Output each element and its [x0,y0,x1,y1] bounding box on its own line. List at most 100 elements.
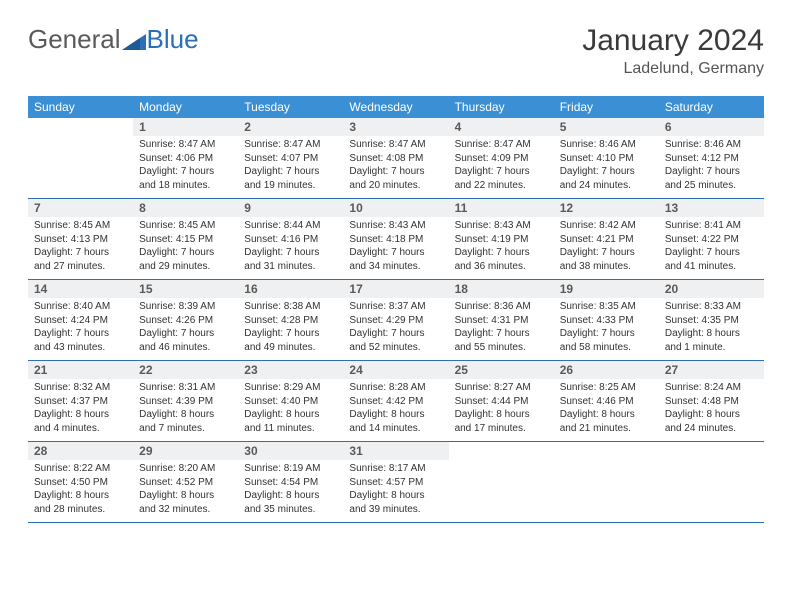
daylight-text: Daylight: 8 hours and 39 minutes. [349,489,442,516]
sunset-text: Sunset: 4:48 PM [665,395,758,409]
calendar-cell: . [28,118,133,198]
sunset-text: Sunset: 4:24 PM [34,314,127,328]
daylight-text: Daylight: 8 hours and 21 minutes. [560,408,653,435]
calendar: Sunday Monday Tuesday Wednesday Thursday… [28,96,764,523]
sunrise-text: Sunrise: 8:17 AM [349,462,442,476]
daylight-text: Daylight: 8 hours and 11 minutes. [244,408,337,435]
calendar-cell: 26Sunrise: 8:25 AMSunset: 4:46 PMDayligh… [554,361,659,441]
calendar-cell: 23Sunrise: 8:29 AMSunset: 4:40 PMDayligh… [238,361,343,441]
calendar-cell: 31Sunrise: 8:17 AMSunset: 4:57 PMDayligh… [343,442,448,522]
sunrise-text: Sunrise: 8:28 AM [349,381,442,395]
daylight-text: Daylight: 8 hours and 24 minutes. [665,408,758,435]
day-number: 24 [343,361,448,379]
day-header-friday: Friday [554,96,659,118]
sunset-text: Sunset: 4:39 PM [139,395,232,409]
cell-body: Sunrise: 8:46 AMSunset: 4:10 PMDaylight:… [554,136,659,198]
calendar-cell: 30Sunrise: 8:19 AMSunset: 4:54 PMDayligh… [238,442,343,522]
sunrise-text: Sunrise: 8:27 AM [455,381,548,395]
daylight-text: Daylight: 7 hours and 24 minutes. [560,165,653,192]
cell-body: Sunrise: 8:29 AMSunset: 4:40 PMDaylight:… [238,379,343,441]
week-row: 21Sunrise: 8:32 AMSunset: 4:37 PMDayligh… [28,361,764,442]
day-number: 30 [238,442,343,460]
cell-body: Sunrise: 8:17 AMSunset: 4:57 PMDaylight:… [343,460,448,522]
day-number: 13 [659,199,764,217]
cell-body: Sunrise: 8:47 AMSunset: 4:06 PMDaylight:… [133,136,238,198]
calendar-cell: 4Sunrise: 8:47 AMSunset: 4:09 PMDaylight… [449,118,554,198]
daylight-text: Daylight: 8 hours and 17 minutes. [455,408,548,435]
week-row: 28Sunrise: 8:22 AMSunset: 4:50 PMDayligh… [28,442,764,523]
calendar-cell: 19Sunrise: 8:35 AMSunset: 4:33 PMDayligh… [554,280,659,360]
cell-body: Sunrise: 8:42 AMSunset: 4:21 PMDaylight:… [554,217,659,279]
sunrise-text: Sunrise: 8:45 AM [139,219,232,233]
sunrise-text: Sunrise: 8:20 AM [139,462,232,476]
day-number: 2 [238,118,343,136]
sunset-text: Sunset: 4:15 PM [139,233,232,247]
daylight-text: Daylight: 7 hours and 34 minutes. [349,246,442,273]
sunset-text: Sunset: 4:12 PM [665,152,758,166]
sunrise-text: Sunrise: 8:47 AM [455,138,548,152]
day-header-saturday: Saturday [659,96,764,118]
cell-body: Sunrise: 8:46 AMSunset: 4:12 PMDaylight:… [659,136,764,198]
sunset-text: Sunset: 4:35 PM [665,314,758,328]
cell-body: Sunrise: 8:37 AMSunset: 4:29 PMDaylight:… [343,298,448,360]
calendar-cell: 17Sunrise: 8:37 AMSunset: 4:29 PMDayligh… [343,280,448,360]
calendar-cell: 12Sunrise: 8:42 AMSunset: 4:21 PMDayligh… [554,199,659,279]
sunset-text: Sunset: 4:37 PM [34,395,127,409]
day-header-row: Sunday Monday Tuesday Wednesday Thursday… [28,96,764,118]
sunrise-text: Sunrise: 8:22 AM [34,462,127,476]
cell-body: Sunrise: 8:33 AMSunset: 4:35 PMDaylight:… [659,298,764,360]
day-header-monday: Monday [133,96,238,118]
day-number: 3 [343,118,448,136]
sunrise-text: Sunrise: 8:47 AM [349,138,442,152]
calendar-cell: 29Sunrise: 8:20 AMSunset: 4:52 PMDayligh… [133,442,238,522]
sunrise-text: Sunrise: 8:43 AM [455,219,548,233]
daylight-text: Daylight: 7 hours and 55 minutes. [455,327,548,354]
cell-body: Sunrise: 8:40 AMSunset: 4:24 PMDaylight:… [28,298,133,360]
sunrise-text: Sunrise: 8:19 AM [244,462,337,476]
day-number: 28 [28,442,133,460]
cell-body: Sunrise: 8:20 AMSunset: 4:52 PMDaylight:… [133,460,238,522]
daylight-text: Daylight: 8 hours and 7 minutes. [139,408,232,435]
daylight-text: Daylight: 7 hours and 43 minutes. [34,327,127,354]
cell-body: Sunrise: 8:28 AMSunset: 4:42 PMDaylight:… [343,379,448,441]
day-number: 31 [343,442,448,460]
logo-word-general: General [28,24,121,55]
sunrise-text: Sunrise: 8:33 AM [665,300,758,314]
daylight-text: Daylight: 8 hours and 32 minutes. [139,489,232,516]
sunrise-text: Sunrise: 8:37 AM [349,300,442,314]
daylight-text: Daylight: 8 hours and 4 minutes. [34,408,127,435]
sunrise-text: Sunrise: 8:46 AM [665,138,758,152]
sunset-text: Sunset: 4:46 PM [560,395,653,409]
logo-triangle-icon [122,30,146,50]
day-number: 22 [133,361,238,379]
sunrise-text: Sunrise: 8:25 AM [560,381,653,395]
cell-body: Sunrise: 8:39 AMSunset: 4:26 PMDaylight:… [133,298,238,360]
sunrise-text: Sunrise: 8:44 AM [244,219,337,233]
cell-body: Sunrise: 8:32 AMSunset: 4:37 PMDaylight:… [28,379,133,441]
cell-body: Sunrise: 8:27 AMSunset: 4:44 PMDaylight:… [449,379,554,441]
sunrise-text: Sunrise: 8:40 AM [34,300,127,314]
day-number: 15 [133,280,238,298]
calendar-cell: 24Sunrise: 8:28 AMSunset: 4:42 PMDayligh… [343,361,448,441]
calendar-cell: 10Sunrise: 8:43 AMSunset: 4:18 PMDayligh… [343,199,448,279]
daylight-text: Daylight: 7 hours and 27 minutes. [34,246,127,273]
day-number: 7 [28,199,133,217]
week-row: 14Sunrise: 8:40 AMSunset: 4:24 PMDayligh… [28,280,764,361]
sunrise-text: Sunrise: 8:35 AM [560,300,653,314]
day-number: 12 [554,199,659,217]
day-number: 25 [449,361,554,379]
daylight-text: Daylight: 7 hours and 22 minutes. [455,165,548,192]
calendar-cell: 1Sunrise: 8:47 AMSunset: 4:06 PMDaylight… [133,118,238,198]
calendar-cell: 5Sunrise: 8:46 AMSunset: 4:10 PMDaylight… [554,118,659,198]
cell-body: Sunrise: 8:45 AMSunset: 4:15 PMDaylight:… [133,217,238,279]
day-number: 14 [28,280,133,298]
cell-body: Sunrise: 8:41 AMSunset: 4:22 PMDaylight:… [659,217,764,279]
location-label: Ladelund, Germany [582,60,764,78]
sunrise-text: Sunrise: 8:46 AM [560,138,653,152]
day-number: 10 [343,199,448,217]
day-number: 27 [659,361,764,379]
calendar-cell: 3Sunrise: 8:47 AMSunset: 4:08 PMDaylight… [343,118,448,198]
day-header-sunday: Sunday [28,96,133,118]
sunrise-text: Sunrise: 8:38 AM [244,300,337,314]
sunrise-text: Sunrise: 8:42 AM [560,219,653,233]
